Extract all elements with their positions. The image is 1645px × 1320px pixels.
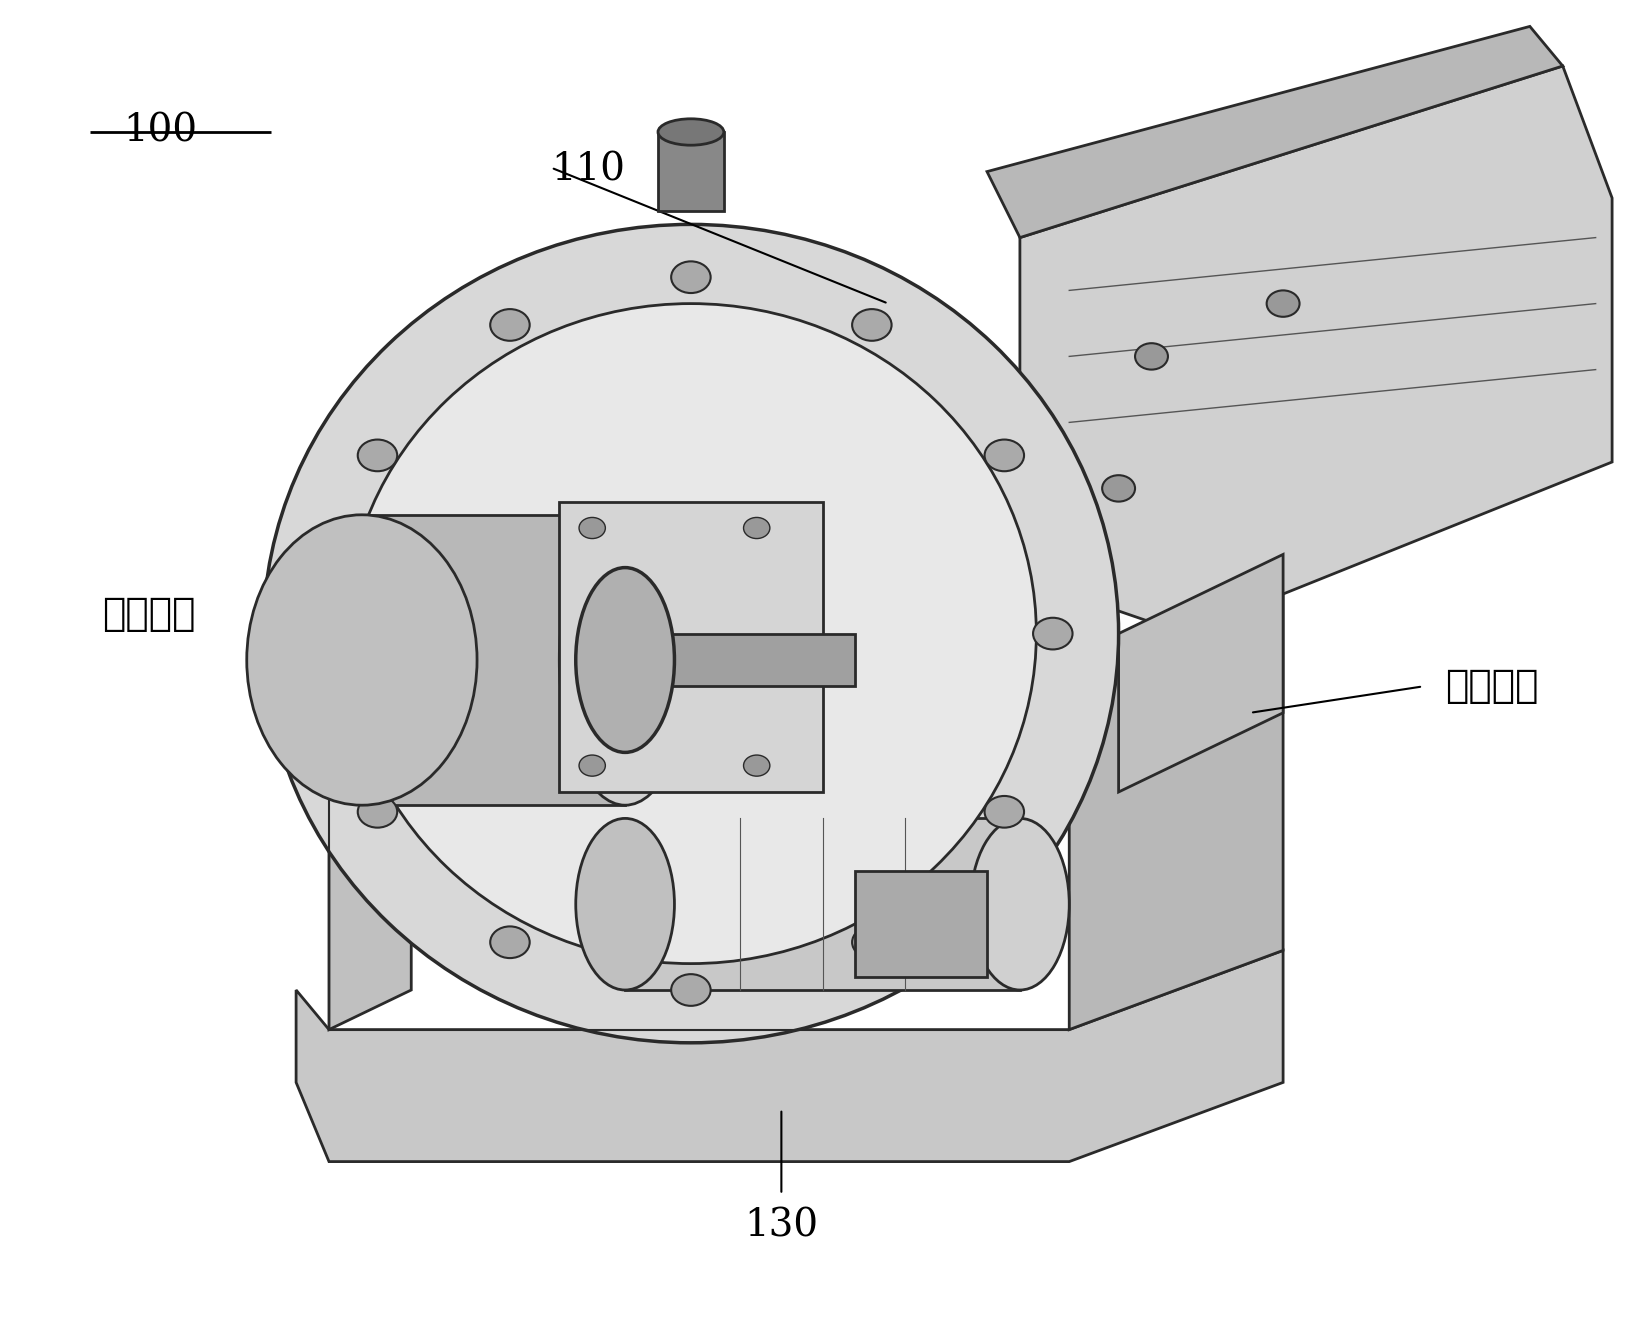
Polygon shape (362, 515, 625, 805)
Ellipse shape (971, 818, 1069, 990)
Bar (658, 132, 724, 211)
Text: 100: 100 (123, 112, 197, 149)
Circle shape (744, 755, 770, 776)
Polygon shape (625, 634, 855, 686)
Circle shape (985, 440, 1025, 471)
Text: 第二方向: 第二方向 (1444, 668, 1538, 705)
Circle shape (671, 261, 711, 293)
Circle shape (985, 796, 1025, 828)
Polygon shape (625, 818, 1020, 990)
Polygon shape (296, 950, 1283, 1162)
Bar (855, 871, 987, 977)
Circle shape (1135, 343, 1168, 370)
Text: 130: 130 (744, 1208, 819, 1245)
Circle shape (357, 440, 396, 471)
Circle shape (490, 927, 530, 958)
Circle shape (852, 927, 892, 958)
Text: 110: 110 (551, 152, 625, 189)
Circle shape (357, 796, 396, 828)
Circle shape (671, 974, 711, 1006)
Ellipse shape (263, 224, 1119, 1043)
Circle shape (490, 309, 530, 341)
Polygon shape (1069, 594, 1283, 1030)
Circle shape (309, 618, 349, 649)
Polygon shape (1020, 66, 1612, 634)
Ellipse shape (345, 304, 1036, 964)
Ellipse shape (576, 818, 674, 990)
Text: 第一方向: 第一方向 (102, 595, 196, 632)
Polygon shape (987, 26, 1563, 238)
Ellipse shape (658, 119, 724, 145)
Circle shape (852, 309, 892, 341)
Circle shape (1102, 475, 1135, 502)
Circle shape (579, 517, 605, 539)
Ellipse shape (576, 568, 674, 752)
Ellipse shape (247, 515, 477, 805)
Circle shape (1033, 618, 1073, 649)
Polygon shape (1119, 554, 1283, 792)
Bar (559, 502, 822, 792)
Ellipse shape (559, 515, 691, 805)
Circle shape (744, 517, 770, 539)
Circle shape (1267, 290, 1300, 317)
Polygon shape (329, 554, 411, 1030)
Circle shape (579, 755, 605, 776)
